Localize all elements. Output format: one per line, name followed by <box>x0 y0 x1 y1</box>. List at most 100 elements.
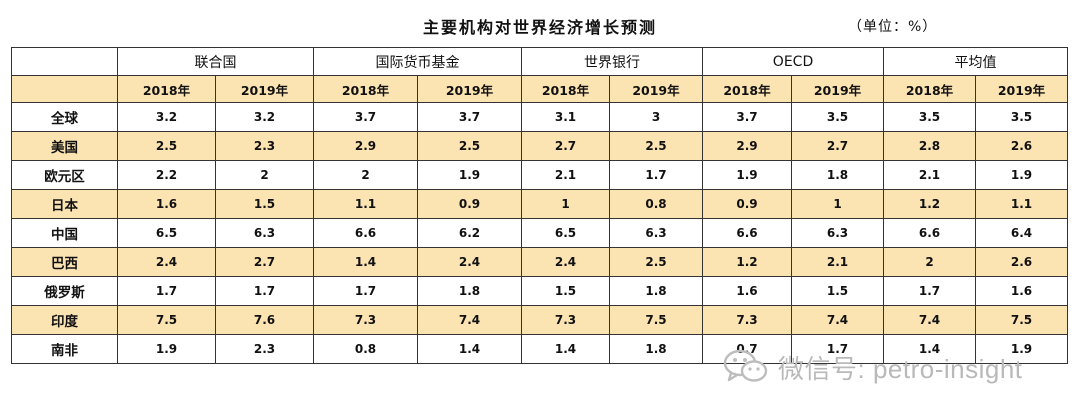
region-name: 欧元区 <box>11 160 118 190</box>
year-header: 2019年 <box>790 75 885 103</box>
org-header: 世界银行 <box>521 47 703 76</box>
org-header-row: 联合国 国际货币基金 世界银行 OECD 平均值 <box>11 47 1069 76</box>
wechat-icon <box>723 349 768 382</box>
org-header: 平均值 <box>883 47 1069 76</box>
forecast-value: 2.1 <box>521 160 610 190</box>
forecast-value: 2.5 <box>117 131 216 161</box>
forecast-value: 2.6 <box>975 131 1069 161</box>
forecast-value: 3.7 <box>417 102 522 132</box>
forecast-value: 3.2 <box>117 102 216 132</box>
forecast-value: 2.9 <box>702 131 792 161</box>
forecast-value: 7.4 <box>790 305 885 335</box>
forecast-value: 1.8 <box>609 334 703 364</box>
year-header: 2018年 <box>702 75 792 103</box>
forecast-value: 6.3 <box>609 218 703 248</box>
forecast-value: 1.4 <box>883 334 977 364</box>
forecast-value: 2 <box>215 160 314 190</box>
header-corner <box>11 47 118 76</box>
forecast-value: 7.5 <box>117 305 216 335</box>
region-name: 中国 <box>11 218 118 248</box>
forecast-value: 1.7 <box>215 276 314 306</box>
year-header-row: 2018年 2019年 2018年 2019年 2018年 2019年 2018… <box>11 75 1069 103</box>
year-header: 2018年 <box>521 75 610 103</box>
forecast-value: 2.5 <box>609 247 703 277</box>
forecast-value: 1.4 <box>313 247 418 277</box>
forecast-value: 2.1 <box>883 160 977 190</box>
forecast-value: 2.7 <box>790 131 885 161</box>
forecast-value: 2.3 <box>215 334 314 364</box>
forecast-value: 1.6 <box>117 189 216 219</box>
table-row: 全球 3.2 3.2 3.7 3.7 3.1 3 3.7 3.5 3.5 3.5 <box>11 102 1069 132</box>
forecast-value: 6.6 <box>883 218 977 248</box>
forecast-value: 1.6 <box>975 276 1069 306</box>
forecast-value: 1.9 <box>975 160 1069 190</box>
forecast-value: 7.5 <box>975 305 1069 335</box>
forecast-value: 2.7 <box>521 131 610 161</box>
forecast-value: 6.6 <box>313 218 418 248</box>
forecast-value: 1 <box>521 189 610 219</box>
forecast-value: 1.9 <box>117 334 216 364</box>
forecast-value: 2.4 <box>417 247 522 277</box>
forecast-value: 3.5 <box>975 102 1069 132</box>
forecast-value: 2.1 <box>790 247 885 277</box>
watermark: 微信号: petro-insight <box>722 342 1023 392</box>
forecast-value: 7.3 <box>702 305 792 335</box>
forecast-value: 1.7 <box>790 334 885 364</box>
table-title: 主要机构对世界经济增长预测 <box>422 18 657 37</box>
forecast-value: 3.5 <box>883 102 977 132</box>
forecast-value: 1.2 <box>702 247 792 277</box>
table-row: 美国 2.5 2.3 2.9 2.5 2.7 2.5 2.9 2.7 2.8 2.6 <box>11 131 1069 161</box>
forecast-value: 2 <box>313 160 418 190</box>
region-name: 巴西 <box>11 247 118 277</box>
forecast-value: 1.5 <box>215 189 314 219</box>
region-name: 南非 <box>11 334 118 364</box>
forecast-value: 6.5 <box>521 218 610 248</box>
forecast-value: 7.5 <box>609 305 703 335</box>
forecast-value: 1.9 <box>417 160 522 190</box>
table-row: 中国 6.5 6.3 6.6 6.2 6.5 6.3 6.6 6.3 6.6 6.4 <box>11 218 1069 248</box>
forecast-value: 1.1 <box>975 189 1069 219</box>
forecast-value: 1.4 <box>521 334 610 364</box>
table-row: 日本 1.6 1.5 1.1 0.9 1 0.8 0.9 1 1.2 1.1 <box>11 189 1069 219</box>
forecast-value: 1.5 <box>521 276 610 306</box>
forecast-value: 1.4 <box>417 334 522 364</box>
forecast-value: 1 <box>790 189 885 219</box>
region-name: 印度 <box>11 305 118 335</box>
region-name: 美国 <box>11 131 118 161</box>
forecast-value: 3.2 <box>215 102 314 132</box>
watermark-text: 微信号: petro-insight <box>778 353 1023 384</box>
forecast-value: 1.6 <box>702 276 792 306</box>
forecast-value: 1.1 <box>313 189 418 219</box>
forecast-value: 1.8 <box>417 276 522 306</box>
forecast-value: 6.3 <box>215 218 314 248</box>
org-header: 联合国 <box>117 47 314 76</box>
forecast-value: 1.8 <box>790 160 885 190</box>
forecast-value: 6.5 <box>117 218 216 248</box>
forecast-value: 2.8 <box>883 131 977 161</box>
forecast-value: 3 <box>609 102 703 132</box>
forecast-value: 2.3 <box>215 131 314 161</box>
forecast-value: 7.3 <box>313 305 418 335</box>
forecast-value: 1.9 <box>702 160 792 190</box>
forecast-value: 7.6 <box>215 305 314 335</box>
table-row: 俄罗斯 1.7 1.7 1.7 1.8 1.5 1.8 1.6 1.5 1.7 1.6 <box>11 276 1069 306</box>
year-header: 2018年 <box>117 75 216 103</box>
table-row: 欧元区 2.2 2 2 1.9 2.1 1.7 1.9 1.8 2.1 1.9 <box>11 160 1069 190</box>
forecast-value: 0.7 <box>702 334 792 364</box>
forecast-value: 1.7 <box>313 276 418 306</box>
year-header: 2019年 <box>417 75 522 103</box>
year-header: 2019年 <box>609 75 703 103</box>
forecast-value: 0.9 <box>702 189 792 219</box>
forecast-value: 2.5 <box>417 131 522 161</box>
forecast-value: 2.6 <box>975 247 1069 277</box>
forecast-value: 0.8 <box>609 189 703 219</box>
forecast-value: 2.9 <box>313 131 418 161</box>
forecast-value: 6.2 <box>417 218 522 248</box>
forecast-value: 1.7 <box>117 276 216 306</box>
region-name: 日本 <box>11 189 118 219</box>
forecast-value: 7.4 <box>883 305 977 335</box>
table-row: 南非 1.9 2.3 0.8 1.4 1.4 1.8 0.7 1.7 1.4 1.9 <box>11 334 1069 364</box>
unit-label: （单位：%） <box>848 19 938 35</box>
forecast-value: 1.7 <box>609 160 703 190</box>
year-header: 2019年 <box>975 75 1069 103</box>
